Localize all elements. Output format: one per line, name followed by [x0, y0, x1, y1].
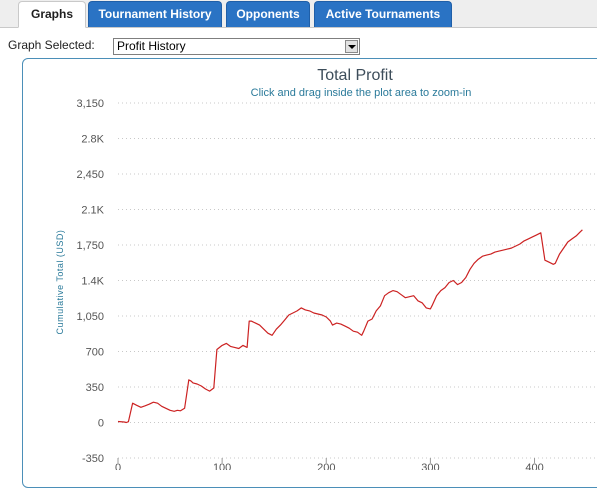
chart-subtitle: Click and drag inside the plot area to z…: [251, 87, 472, 99]
tab-graphs[interactable]: Graphs: [18, 1, 86, 28]
graph-select[interactable]: Profit History: [113, 38, 360, 55]
chevron-down-icon[interactable]: [345, 40, 358, 53]
y-tick-label: 0: [98, 418, 104, 430]
y-tick-label: 2,450: [76, 169, 104, 181]
y-tick-label: 3,150: [76, 98, 104, 110]
y-tick-label: 2.8K: [81, 134, 104, 146]
series-line[interactable]: [117, 229, 583, 424]
y-tick-label: 1,750: [76, 240, 104, 252]
tab-bar: Graphs Tournament History Opponents Acti…: [0, 0, 597, 28]
graph-select-value: Profit History: [117, 39, 186, 53]
x-tick-label: 300: [421, 462, 439, 470]
tab-tournament-history[interactable]: Tournament History: [88, 1, 222, 27]
x-tick-label: 200: [317, 462, 335, 470]
y-tick-label: -350: [82, 453, 104, 465]
y-tick-label: 1.4K: [81, 276, 104, 288]
y-tick-label: 1,050: [76, 311, 104, 323]
y-tick-label: 350: [86, 382, 104, 394]
chart-title: Total Profit: [317, 67, 393, 84]
x-tick-label: 100: [213, 462, 231, 470]
graph-selected-label: Graph Selected:: [8, 38, 95, 52]
profit-chart[interactable]: Total Profit Click and drag inside the pl…: [0, 0, 597, 470]
tab-opponents[interactable]: Opponents: [226, 1, 310, 27]
x-tick-label: 400: [525, 462, 543, 470]
x-tick-label: 0: [115, 462, 121, 470]
y-tick-label: 2.1K: [81, 205, 104, 217]
y-tick-label: 700: [86, 347, 104, 359]
y-axis-label: Cumulative Total (USD): [55, 230, 65, 335]
tab-active-tournaments[interactable]: Active Tournaments: [314, 1, 452, 27]
